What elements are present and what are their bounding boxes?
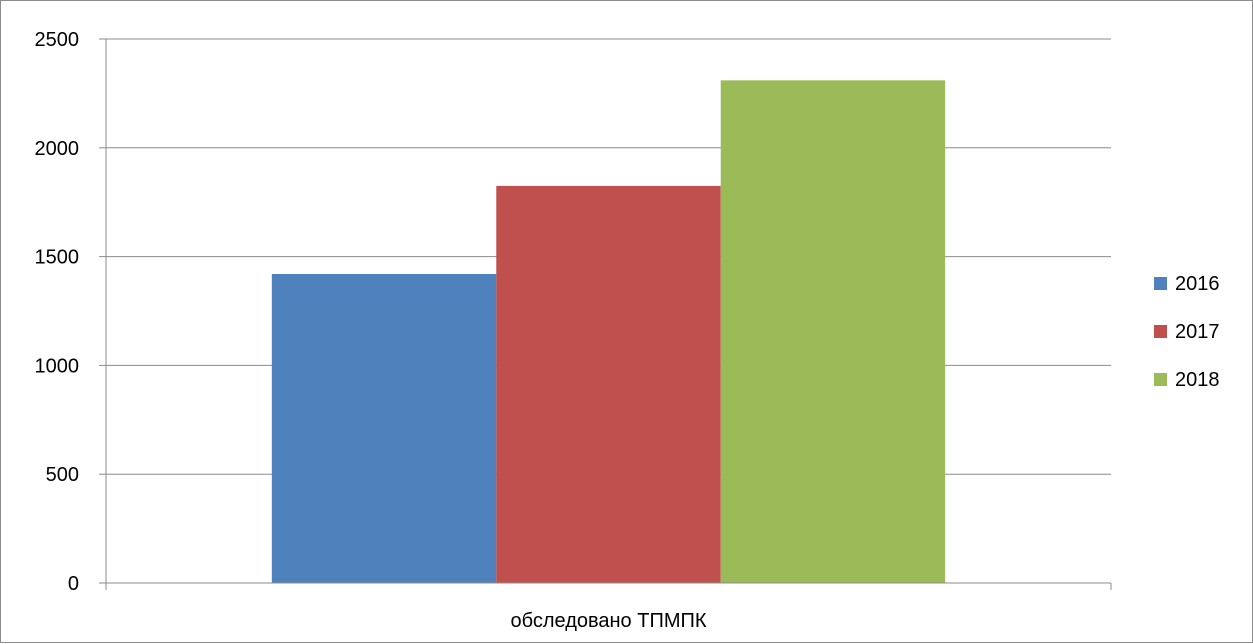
y-tick-label: 1500 xyxy=(35,247,80,269)
x-category-label: обследовано ТПМПК xyxy=(510,610,706,632)
legend-label-2016: 2016 xyxy=(1175,273,1220,295)
y-tick-label: 0 xyxy=(68,573,79,595)
legend-swatch-2018 xyxy=(1154,373,1167,386)
axes: 0 500 1000 1500 2000 2500 обследовано ТПМПК xyxy=(35,29,1112,632)
legend-label-2018: 2018 xyxy=(1175,369,1220,391)
legend-swatch-2016 xyxy=(1154,277,1167,290)
bar-2018 xyxy=(720,80,946,584)
bar-2017 xyxy=(496,185,721,583)
y-tick-label: 500 xyxy=(46,464,79,486)
bars xyxy=(271,80,946,584)
bar-2016 xyxy=(271,274,497,583)
legend: 2016 2017 2018 xyxy=(1154,273,1220,391)
legend-label-2017: 2017 xyxy=(1175,321,1220,343)
y-tick-label: 2000 xyxy=(35,138,80,160)
y-tick-label: 1000 xyxy=(35,355,80,377)
legend-swatch-2017 xyxy=(1154,325,1167,338)
y-tick-label: 2500 xyxy=(35,29,80,51)
